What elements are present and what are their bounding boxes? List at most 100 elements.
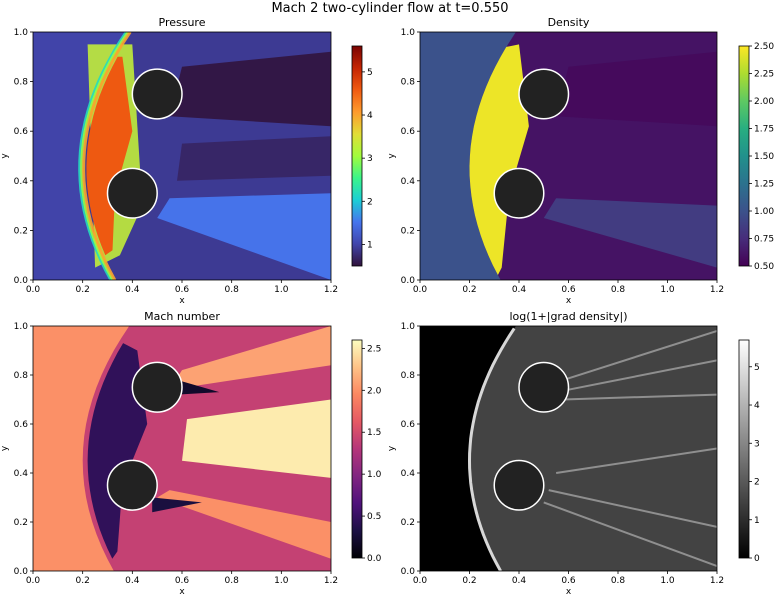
y-tick-label: 0.2 <box>401 226 415 236</box>
chart-panel-2: Density 0.0 0.2 0.4 0.6 0.8 1.0 1.2 0.0 0.2 0.4 0.6… <box>387 16 774 306</box>
colorbar-tick-label: 1 <box>754 516 760 526</box>
x-tick-label: 1.0 <box>274 285 289 295</box>
colorbar-tick-label: 4 <box>754 401 760 411</box>
heatmap-field <box>33 32 331 280</box>
colorbar: 0.0 0.5 1.0 1.5 2.0 2.5 <box>351 339 382 564</box>
y-tick-label: 0.4 <box>401 177 416 187</box>
x-tick-label: 0.2 <box>462 285 476 295</box>
colorbar-tick-label: 0.0 <box>367 554 382 564</box>
colorbar-tick-label: 0.75 <box>754 235 774 245</box>
y-tick-label: 0.0 <box>14 276 29 286</box>
y-tick-label: 0.6 <box>401 420 416 430</box>
cylinder-2 <box>131 68 183 120</box>
colorbar-tick-label: 5 <box>367 68 373 78</box>
y-tick-label: 0.0 <box>401 567 416 577</box>
colorbar-tick-label: 1.75 <box>754 125 774 135</box>
y-tick-label: 1.0 <box>14 28 29 38</box>
colorbar-tick-label: 1 <box>367 240 373 250</box>
x-tick-label: 0.6 <box>561 285 576 295</box>
colorbar-tick-label: 1.25 <box>754 180 774 190</box>
y-tick-label: 0.6 <box>14 127 29 137</box>
colorbar-tick-label: 0 <box>754 554 760 564</box>
x-tick-label: 0.6 <box>175 576 190 586</box>
y-tick-label: 0.6 <box>401 127 416 137</box>
y-tick-label: 0.6 <box>14 420 29 430</box>
y-tick-label: 0.8 <box>401 78 416 88</box>
y-axis-label: y <box>0 445 10 451</box>
colorbar-tick-label: 3 <box>754 439 760 449</box>
colorbar-tick-label: 4 <box>367 111 373 121</box>
colorbar-tick-label: 0.5 <box>367 512 381 522</box>
y-tick-label: 0.2 <box>14 226 28 236</box>
panel-title: Density <box>548 16 590 29</box>
y-tick-label: 0.8 <box>14 78 29 88</box>
cylinder-1 <box>106 167 158 219</box>
x-tick-label: 0.0 <box>26 285 41 295</box>
x-tick-label: 1.2 <box>710 285 724 295</box>
panel-title: Mach number <box>144 310 220 323</box>
cylinder-2 <box>518 68 570 120</box>
x-tick-label: 0.4 <box>125 285 140 295</box>
colorbar-gradient <box>351 339 363 559</box>
y-tick-label: 0.0 <box>401 276 416 286</box>
colorbar-tick-label: 1.0 <box>367 470 382 480</box>
y-tick-label: 0.8 <box>401 371 416 381</box>
x-tick-label: 1.0 <box>660 576 675 586</box>
colorbar-tick-label: 2.00 <box>754 97 774 107</box>
x-tick-label: 0.6 <box>175 285 190 295</box>
x-tick-label: 0.0 <box>26 576 41 586</box>
colorbar: 0.50 0.75 1.00 1.25 1.50 1.75 2.00 2.25 2.50 <box>738 42 774 272</box>
y-tick-label: 0.2 <box>401 518 415 528</box>
colorbar-tick-label: 5 <box>754 363 760 373</box>
y-tick-label: 0.4 <box>14 177 29 187</box>
colorbar: 0 1 2 3 4 5 <box>738 339 760 564</box>
colorbar-tick-label: 2 <box>754 478 760 488</box>
cylinder-2 <box>131 361 183 413</box>
x-tick-label: 1.2 <box>324 576 338 586</box>
cylinder-2 <box>518 361 570 413</box>
x-axis-label: x <box>566 587 572 597</box>
y-tick-label: 0.4 <box>14 469 29 479</box>
y-tick-label: 1.0 <box>401 28 416 38</box>
chart-panel-4: log(1+|grad density|) 0.0 0.2 0.4 0.6 0.8 1.0 1… <box>387 310 760 597</box>
y-tick-label: 0.8 <box>14 371 29 381</box>
colorbar-tick-label: 2.25 <box>754 70 774 80</box>
cylinder-1 <box>106 459 158 511</box>
heatmap-field <box>33 326 331 571</box>
colorbar-gradient <box>738 45 750 267</box>
y-tick-label: 1.0 <box>14 322 29 332</box>
chart-panel-3: Mach number 0.0 0.2 0.4 0.6 0.8 1.0 1.2 0.0 0.2 0.… <box>0 310 382 597</box>
colorbar-tick-label: 2.0 <box>367 386 382 396</box>
cylinder-1 <box>493 459 545 511</box>
figure-title: Mach 2 two-cylinder flow at t=0.550 <box>271 1 508 16</box>
x-tick-label: 0.8 <box>225 285 240 295</box>
x-axis-label: x <box>179 296 185 306</box>
chart-panel-1: Pressure 0.0 0.2 0.4 0.6 0.8 1.0 1.2 0.0 0.2 0.4 0.… <box>0 16 373 306</box>
y-tick-label: 0.4 <box>401 469 416 479</box>
x-axis-label: x <box>179 587 185 597</box>
colorbar-tick-label: 1.50 <box>754 152 774 162</box>
y-tick-label: 0.2 <box>14 518 28 528</box>
colorbar-tick-label: 1.00 <box>754 207 774 217</box>
x-tick-label: 0.2 <box>76 285 90 295</box>
colorbar-tick-label: 2.5 <box>367 344 381 354</box>
y-axis-label: y <box>387 445 397 451</box>
x-tick-label: 1.2 <box>710 576 724 586</box>
x-tick-label: 0.8 <box>611 576 626 586</box>
y-tick-label: 1.0 <box>401 322 416 332</box>
colorbar-tick-label: 1.5 <box>367 428 381 438</box>
cylinder-1 <box>493 167 545 219</box>
x-axis-label: x <box>566 296 572 306</box>
y-axis-label: y <box>0 153 10 159</box>
y-axis-label: y <box>387 153 397 159</box>
x-tick-label: 0.8 <box>225 576 240 586</box>
x-tick-label: 0.4 <box>512 576 527 586</box>
colorbar-tick-label: 3 <box>367 154 373 164</box>
heatmap-field <box>420 326 717 571</box>
x-tick-label: 0.4 <box>512 285 527 295</box>
colorbar-tick-label: 0.50 <box>754 262 774 272</box>
y-tick-label: 0.0 <box>14 567 29 577</box>
panel-title: Pressure <box>159 16 206 29</box>
x-tick-label: 0.2 <box>76 576 90 586</box>
